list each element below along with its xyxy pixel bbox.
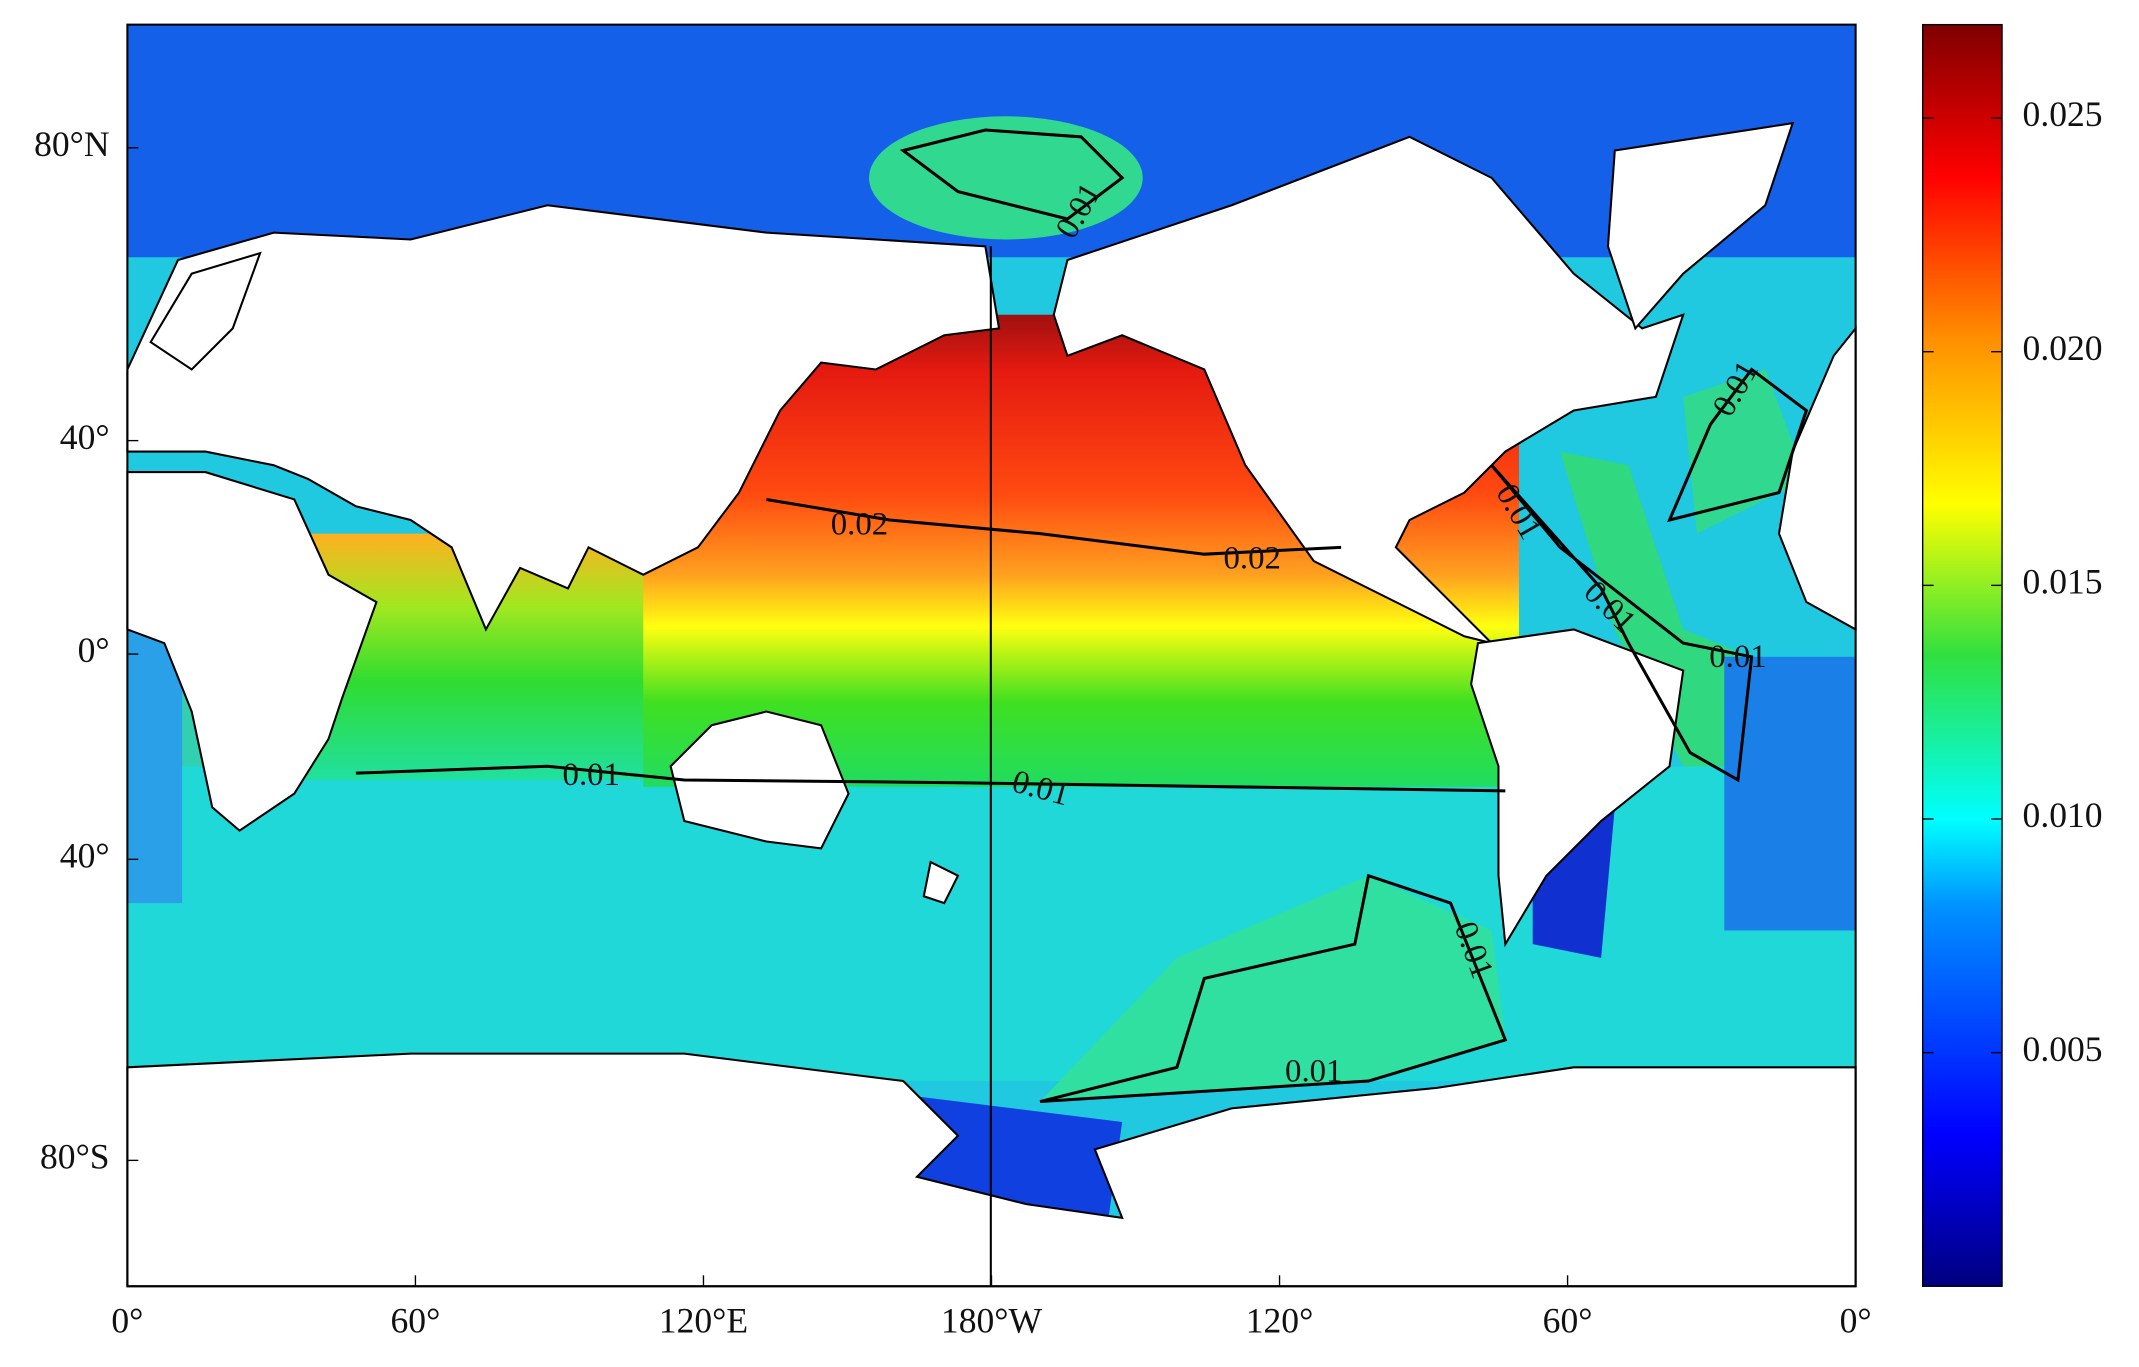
colorbar-tick-label: 0.025 bbox=[2023, 94, 2103, 134]
x-tick-label: 120° bbox=[1246, 1301, 1314, 1341]
x-tick-label: 60° bbox=[391, 1301, 441, 1341]
contour-label: 0.01 bbox=[563, 757, 620, 793]
y-tick-label: 0° bbox=[78, 630, 110, 670]
colorbar-tick-label: 0.005 bbox=[2023, 1029, 2103, 1069]
contours bbox=[355, 128, 1809, 1104]
colorbar bbox=[1921, 23, 2003, 1287]
colorbar-tick-label: 0.015 bbox=[2023, 562, 2103, 602]
contour-label: 0.01 bbox=[1709, 639, 1766, 675]
y-tick-label: 40° bbox=[60, 835, 110, 875]
contour-label: 0.01 bbox=[1285, 1054, 1342, 1090]
x-tick-label: 180°W bbox=[941, 1301, 1043, 1341]
x-tick-label: 120°E bbox=[659, 1301, 748, 1341]
contour-label: 0.02 bbox=[1223, 541, 1280, 577]
y-tick-label: 80°N bbox=[34, 124, 109, 164]
land bbox=[126, 121, 1857, 1288]
contour-label: 0.02 bbox=[831, 506, 888, 542]
colorbar-tick-label: 0.010 bbox=[2023, 795, 2103, 835]
x-tick-label: 0° bbox=[111, 1301, 143, 1341]
y-tick-label: 40° bbox=[60, 417, 110, 457]
x-tick-label: 0° bbox=[1840, 1301, 1872, 1341]
y-tick-label: 80°S bbox=[40, 1137, 110, 1177]
colorbar-tick-label: 0.020 bbox=[2023, 328, 2103, 368]
x-tick-label: 60° bbox=[1543, 1301, 1593, 1341]
